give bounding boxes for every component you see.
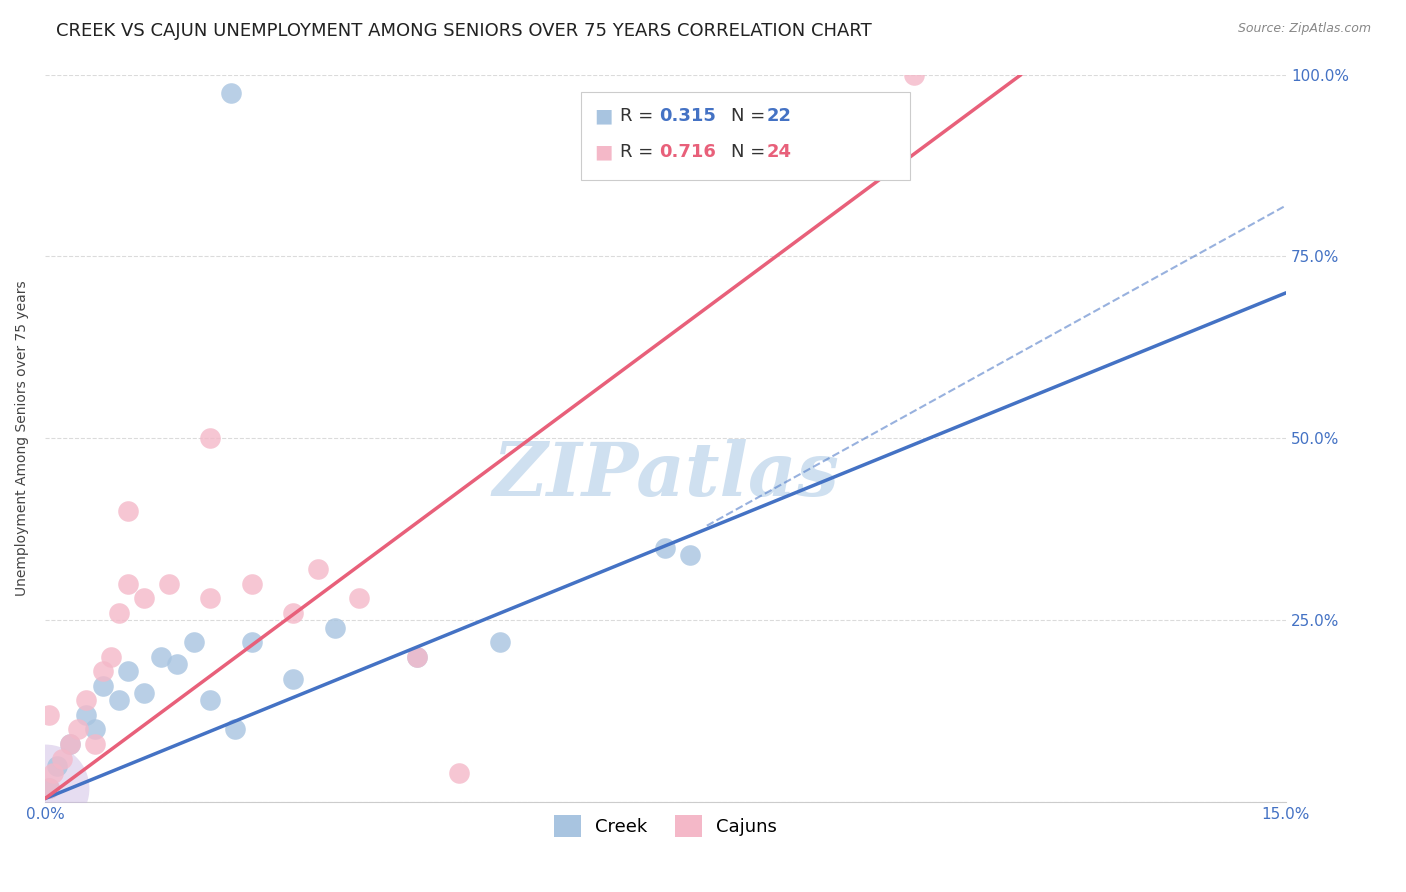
Point	[183, 635, 205, 649]
Text: ■: ■	[595, 142, 613, 161]
Point	[134, 686, 156, 700]
Text: R =: R =	[620, 143, 659, 161]
Point	[240, 577, 263, 591]
Point	[200, 591, 222, 606]
Point	[100, 649, 122, 664]
Point	[75, 693, 97, 707]
Point	[38, 708, 60, 723]
Point	[42, 766, 65, 780]
Point	[200, 431, 222, 445]
Point	[219, 86, 242, 100]
Text: R =: R =	[620, 107, 659, 125]
Point	[679, 548, 702, 562]
Point	[51, 751, 73, 765]
Point	[83, 737, 105, 751]
Text: 0.315: 0.315	[659, 107, 716, 125]
Point	[406, 649, 429, 664]
Point	[117, 577, 139, 591]
Point	[406, 649, 429, 664]
Text: ■: ■	[595, 106, 613, 126]
Point	[224, 723, 246, 737]
Text: N =: N =	[731, 143, 770, 161]
Point	[59, 737, 82, 751]
Point	[323, 621, 346, 635]
Point	[157, 577, 180, 591]
Point	[91, 665, 114, 679]
Point	[654, 541, 676, 555]
Point	[83, 723, 105, 737]
Point	[307, 562, 329, 576]
Point	[903, 68, 925, 82]
Point	[91, 679, 114, 693]
Point	[117, 665, 139, 679]
Point	[283, 606, 305, 620]
Point	[75, 708, 97, 723]
Text: 22: 22	[766, 107, 792, 125]
Point	[349, 591, 371, 606]
Legend: Creek, Cajuns: Creek, Cajuns	[547, 808, 785, 844]
Point	[67, 723, 90, 737]
Point	[46, 759, 69, 773]
Point	[59, 737, 82, 751]
Point	[489, 635, 512, 649]
Point	[283, 672, 305, 686]
Point	[34, 780, 56, 795]
Point	[240, 635, 263, 649]
Y-axis label: Unemployment Among Seniors over 75 years: Unemployment Among Seniors over 75 years	[15, 281, 30, 596]
Text: 0.716: 0.716	[659, 143, 716, 161]
Point	[149, 649, 172, 664]
Text: 24: 24	[766, 143, 792, 161]
Point	[134, 591, 156, 606]
Point	[200, 693, 222, 707]
Point	[108, 606, 131, 620]
Point	[38, 780, 60, 795]
Point	[166, 657, 188, 671]
Text: CREEK VS CAJUN UNEMPLOYMENT AMONG SENIORS OVER 75 YEARS CORRELATION CHART: CREEK VS CAJUN UNEMPLOYMENT AMONG SENIOR…	[56, 22, 872, 40]
Text: N =: N =	[731, 107, 770, 125]
Text: Source: ZipAtlas.com: Source: ZipAtlas.com	[1237, 22, 1371, 36]
Point	[117, 504, 139, 518]
Text: ZIPatlas: ZIPatlas	[492, 439, 839, 511]
Point	[38, 780, 60, 795]
Point	[108, 693, 131, 707]
Point	[447, 766, 470, 780]
